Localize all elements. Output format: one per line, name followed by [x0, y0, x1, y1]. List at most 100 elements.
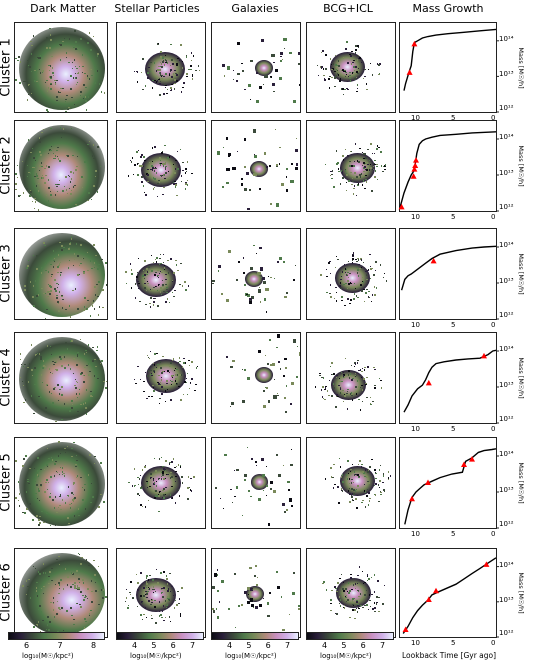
particle-speck [371, 152, 374, 155]
particle-speck [145, 616, 148, 618]
particle-speck [276, 346, 278, 349]
particle-speck [362, 77, 365, 80]
particle-speck [253, 244, 256, 247]
particle-speck [358, 263, 360, 266]
particle-speck [353, 59, 355, 62]
particle-speck [157, 43, 159, 45]
particle-speck [354, 78, 356, 80]
panel-bcg-icl-cluster-2 [306, 120, 396, 212]
particle-speck [246, 293, 248, 296]
particle-speck [47, 200, 50, 202]
particle-speck [276, 260, 280, 264]
particle-speck [139, 474, 142, 477]
particle-speck [60, 508, 63, 511]
particle-speck [241, 178, 243, 180]
particle-speck [78, 388, 81, 391]
particle-speck [19, 353, 22, 355]
particle-speck [96, 349, 98, 352]
particle-speck [329, 272, 332, 275]
particle-speck [168, 599, 170, 601]
particle-speck [356, 71, 358, 73]
particle-speck [356, 176, 358, 178]
particle-speck [276, 392, 278, 395]
particle-speck [321, 376, 323, 379]
particle-speck [42, 70, 44, 72]
particle-speck [344, 70, 346, 73]
particle-speck [165, 273, 167, 276]
particle-speck [68, 61, 70, 64]
particle-speck [72, 154, 74, 157]
particle-speck [365, 292, 367, 294]
particle-speck [237, 604, 240, 607]
particle-speck [17, 499, 20, 502]
particle-speck [86, 75, 89, 77]
particle-speck [89, 260, 92, 262]
particle-speck [40, 485, 42, 487]
particle-speck [350, 392, 353, 394]
particle-speck [74, 585, 76, 587]
particle-speck [140, 504, 142, 506]
particle-speck [16, 176, 19, 179]
particle-speck [32, 166, 34, 169]
particle-speck [174, 168, 177, 170]
particle-speck [158, 491, 161, 494]
particle-speck [368, 594, 371, 596]
particle-speck [59, 160, 61, 162]
particle-speck [349, 470, 352, 473]
panel-dark-matter-cluster-5 [14, 437, 108, 529]
particle-speck [50, 601, 52, 604]
particle-speck [250, 296, 254, 300]
particle-speck [77, 255, 79, 257]
particle-speck [251, 588, 254, 591]
panel-dark-matter-cluster-1 [14, 22, 108, 113]
particle-speck [92, 300, 95, 302]
particle-speck [42, 619, 44, 622]
y-tick-label: 10¹⁴ [499, 450, 514, 458]
particle-speck [58, 310, 60, 312]
particle-speck [45, 407, 47, 409]
particle-speck [35, 587, 38, 589]
particle-speck [243, 479, 246, 482]
particle-speck [48, 290, 50, 292]
particle-speck [44, 318, 47, 319]
particle-speck [97, 377, 99, 380]
particle-speck [190, 477, 192, 480]
row-label-cluster-5: Cluster 5 [0, 453, 14, 512]
particle-speck [323, 581, 325, 583]
particle-speck [337, 582, 339, 584]
particle-speck [267, 363, 269, 366]
particle-speck [50, 143, 53, 146]
particle-speck [371, 190, 373, 192]
particle-speck [170, 87, 172, 89]
particle-speck [321, 396, 324, 398]
x-tick-label: 10 [411, 321, 420, 329]
particle-speck [340, 371, 343, 374]
particle-speck [347, 155, 349, 157]
particle-speck [352, 254, 354, 257]
particle-speck [274, 277, 276, 279]
particle-speck [155, 81, 158, 83]
particle-speck [146, 486, 149, 489]
particle-speck [290, 504, 294, 507]
particle-speck [362, 180, 365, 182]
particle-speck [71, 407, 73, 409]
particle-speck [83, 353, 86, 355]
particle-speck [41, 71, 44, 74]
merger-marker [410, 173, 417, 179]
particle-speck [166, 380, 168, 382]
particle-speck [161, 370, 164, 373]
particle-speck [274, 128, 276, 131]
particle-speck [357, 269, 359, 271]
particle-speck [260, 301, 262, 303]
particle-speck [150, 373, 152, 376]
particle-speck [170, 383, 173, 386]
particle-speck [49, 293, 51, 295]
particle-speck [164, 177, 166, 180]
particle-speck [346, 392, 348, 395]
particle-speck [355, 473, 357, 476]
particle-speck [228, 250, 232, 254]
particle-speck [54, 288, 56, 290]
particle-speck [277, 395, 279, 397]
particle-speck [255, 72, 258, 75]
particle-speck [355, 258, 357, 261]
